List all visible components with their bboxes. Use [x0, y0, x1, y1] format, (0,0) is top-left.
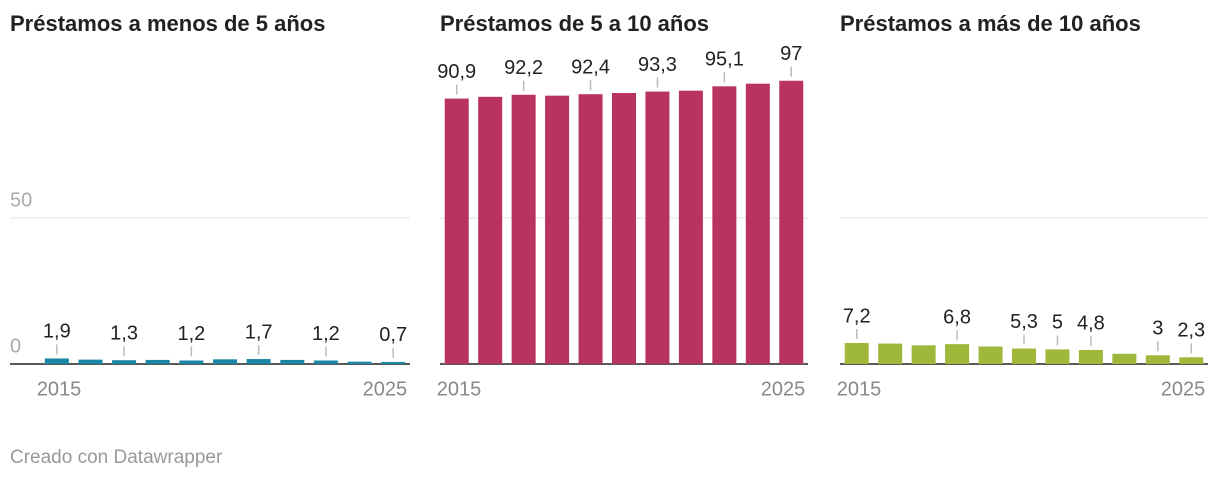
y-tick-label: 50: [10, 189, 32, 211]
panel-title: Préstamos de 5 a 10 años: [440, 11, 709, 36]
bar: [945, 344, 970, 364]
bar: [911, 345, 936, 364]
bar: [545, 95, 570, 364]
bar: [578, 94, 603, 364]
bar: [381, 361, 406, 364]
panel-title: Préstamos a más de 10 años: [840, 11, 1141, 36]
bar: [612, 93, 636, 365]
y-tick-label: 0: [10, 335, 21, 357]
bar: [844, 342, 869, 364]
value-label: 4,8: [1077, 312, 1105, 334]
bar: [246, 359, 271, 364]
bar: [745, 83, 770, 365]
bar: [347, 361, 372, 364]
bar: [712, 86, 737, 365]
value-label: 1,3: [110, 322, 138, 344]
value-label: 5: [1052, 312, 1063, 334]
panel-title: Préstamos a menos de 5 años: [10, 11, 325, 36]
x-tick-label: 2015: [437, 378, 482, 400]
x-tick-label: 2015: [837, 378, 882, 400]
bar: [280, 359, 305, 364]
footer: Creado con Datawrapper: [10, 447, 223, 468]
value-label: 3: [1152, 318, 1163, 340]
bar: [444, 98, 469, 365]
value-label: 92,4: [571, 56, 610, 78]
value-label: 6,8: [943, 306, 971, 328]
bar: [779, 80, 804, 364]
value-label: 95,1: [705, 49, 744, 71]
value-label: 1,7: [245, 321, 273, 343]
bar: [1112, 353, 1137, 364]
bar: [1179, 357, 1204, 364]
bar: [511, 94, 536, 364]
value-label: 93,3: [638, 54, 677, 76]
value-label: 1,2: [312, 323, 340, 345]
bar: [878, 343, 903, 364]
bar: [78, 359, 103, 364]
value-label: 0,7: [379, 324, 407, 346]
x-tick-label: 2025: [363, 378, 408, 400]
bar: [478, 96, 503, 364]
bar: [1078, 349, 1103, 364]
x-tick-label: 2015: [37, 378, 81, 400]
value-label: 1,2: [177, 323, 205, 345]
value-label: 5,3: [1010, 311, 1038, 333]
bar: [213, 359, 237, 364]
bar: [678, 90, 703, 365]
bar: [112, 360, 137, 364]
x-tick-label: 2025: [1161, 378, 1206, 400]
value-label: 7,2: [843, 305, 871, 327]
bar: [145, 359, 170, 364]
value-label: 90,9: [437, 61, 476, 83]
bar: [179, 360, 204, 364]
bar: [1012, 348, 1036, 364]
x-tick-label: 2025: [761, 378, 806, 400]
bar: [978, 346, 1003, 364]
value-label: 1,9: [43, 321, 71, 343]
value-label: 92,2: [504, 57, 543, 79]
bar: [645, 91, 670, 365]
value-label: 2,3: [1177, 320, 1205, 342]
bar: [313, 360, 338, 364]
bar: [1145, 355, 1170, 364]
bar: [1045, 349, 1070, 364]
bar: [44, 358, 69, 364]
value-label: 97: [780, 43, 802, 65]
